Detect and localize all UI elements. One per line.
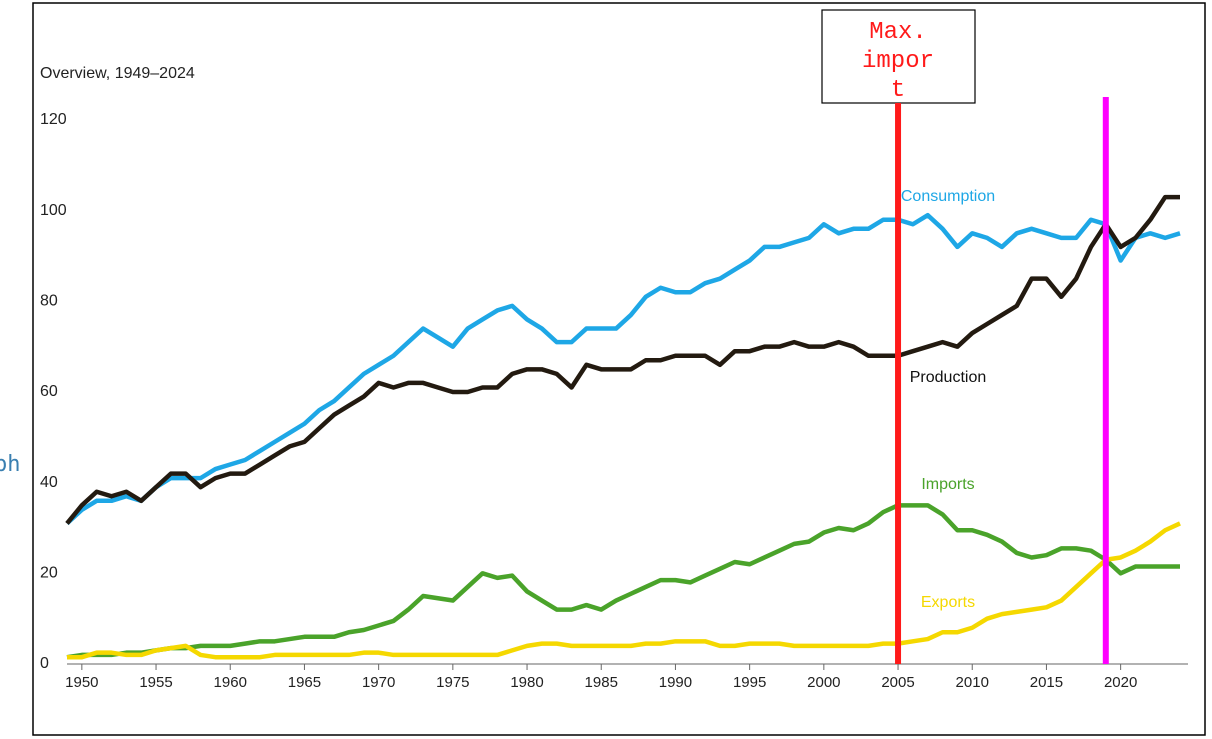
x-tick-label: 1995 (733, 674, 766, 691)
series-label: Exports (921, 594, 975, 611)
x-tick-label: 2015 (1030, 674, 1063, 691)
series-line (65, 212, 1181, 526)
x-tick-label: 1975 (436, 674, 469, 691)
x-tick-label: 2020 (1104, 674, 1137, 691)
x-tick-label: 1985 (585, 674, 618, 691)
series-label: Consumption (901, 188, 995, 205)
x-tick-label: 1960 (214, 674, 247, 691)
series-line (65, 194, 1180, 525)
x-tick-label: 1965 (288, 674, 321, 691)
stray-text: ph (0, 452, 21, 477)
x-tick-label: 2000 (807, 674, 840, 691)
x-tick-label: 2005 (881, 674, 914, 691)
y-tick-label: 80 (40, 293, 58, 310)
series-label: Production (910, 369, 987, 386)
series-label: Imports (921, 476, 974, 493)
x-tick-label: 1950 (65, 674, 98, 691)
x-tick-label: 1980 (510, 674, 543, 691)
x-tick-label: 2010 (956, 674, 989, 691)
series-line (67, 521, 1181, 660)
x-tick-label: 1990 (659, 674, 692, 691)
annotation-text: Max. import (861, 19, 934, 104)
frame (32, 2, 1206, 736)
x-tick-label: 1970 (362, 674, 395, 691)
y-tick-label: 40 (40, 474, 58, 491)
annotation-box (821, 9, 976, 104)
y-tick-label: 0 (40, 655, 49, 672)
x-tick-label: 1955 (139, 674, 172, 691)
chart-subtitle: Overview, 1949–2024 (40, 65, 195, 82)
y-tick-label: 100 (40, 202, 67, 219)
y-tick-label: 20 (40, 565, 58, 582)
y-tick-label: 60 (40, 383, 58, 400)
y-tick-label: 120 (40, 111, 67, 128)
series-line (66, 503, 1180, 660)
